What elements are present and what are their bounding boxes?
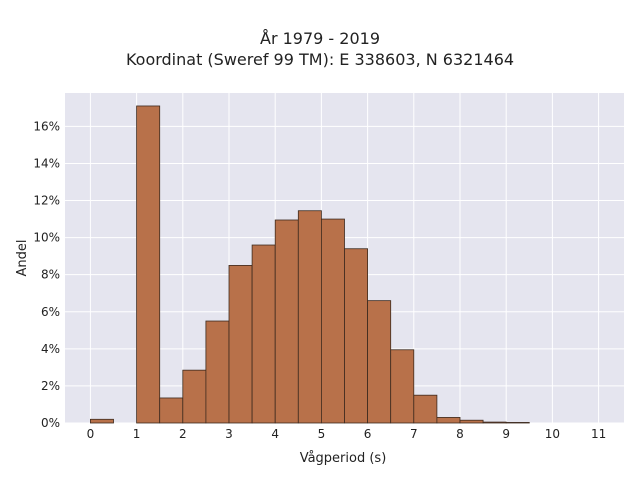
histogram-bar bbox=[505, 422, 530, 424]
x-tick-label: 0 bbox=[87, 427, 95, 441]
x-tick-label: 10 bbox=[545, 427, 560, 441]
y-tick-label: 2% bbox=[41, 379, 60, 393]
histogram-bar bbox=[436, 417, 461, 424]
histogram-bar bbox=[251, 244, 276, 424]
x-tick-label: 5 bbox=[318, 427, 326, 441]
y-tick-label: 10% bbox=[33, 231, 60, 245]
histogram-bar bbox=[297, 210, 322, 424]
histogram-bar bbox=[367, 300, 392, 424]
x-tick-label: 11 bbox=[591, 427, 606, 441]
y-axis-label: Andel bbox=[15, 240, 30, 277]
histogram-bar bbox=[182, 369, 207, 424]
y-tick-label: 16% bbox=[33, 119, 60, 133]
y-tick-label: 8% bbox=[41, 268, 60, 282]
histogram-bar bbox=[390, 349, 415, 424]
histogram-bar bbox=[321, 218, 345, 424]
chart-title-line2: Koordinat (Sweref 99 TM): E 338603, N 63… bbox=[125, 50, 515, 69]
histogram-bar bbox=[228, 265, 253, 424]
x-tick-label: 1 bbox=[133, 427, 141, 441]
x-tick-label: 7 bbox=[410, 427, 418, 441]
x-tick-label: 3 bbox=[225, 427, 233, 441]
y-tick-label: 14% bbox=[33, 156, 60, 170]
histogram-bar bbox=[482, 421, 507, 424]
chart-title-line1: År 1979 - 2019 bbox=[260, 29, 380, 48]
x-axis-label: Vågperiod (s) bbox=[300, 451, 387, 466]
x-axis-ticks: 0 1 2 3 4 5 6 7 8 9 10 11 bbox=[87, 427, 607, 441]
histogram-bar bbox=[159, 397, 184, 424]
x-tick-label: 8 bbox=[456, 427, 464, 441]
y-tick-label: 6% bbox=[41, 305, 60, 319]
histogram-bar bbox=[274, 219, 299, 424]
y-axis-ticks: 0% 2% 4% 6% 8% 10% 12% 14% 16% bbox=[33, 119, 60, 430]
histogram-bar bbox=[136, 105, 161, 424]
x-tick-label: 9 bbox=[502, 427, 510, 441]
y-tick-label: 0% bbox=[41, 416, 60, 430]
histogram-bar bbox=[459, 419, 484, 424]
bars bbox=[90, 105, 530, 424]
x-tick-label: 4 bbox=[271, 427, 279, 441]
histogram-bar bbox=[205, 320, 230, 424]
x-tick-label: 6 bbox=[364, 427, 372, 441]
histogram-bar bbox=[90, 418, 114, 424]
x-tick-label: 2 bbox=[179, 427, 187, 441]
y-tick-label: 4% bbox=[41, 342, 60, 356]
histogram-bar bbox=[413, 394, 438, 424]
histogram-bar bbox=[344, 248, 368, 424]
y-tick-label: 12% bbox=[33, 194, 60, 208]
